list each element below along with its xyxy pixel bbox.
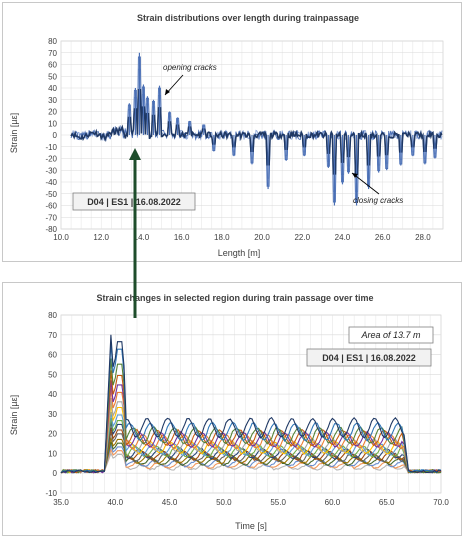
top-series-line xyxy=(70,89,443,175)
top-x-tick-label: 14.0 xyxy=(134,233,150,242)
bottom-y-tick-label: 10 xyxy=(48,449,57,458)
bottom-y-tick-label: 0 xyxy=(53,469,58,478)
bottom-chart-panel: Strain changes in selected region during… xyxy=(2,282,462,536)
bottom-x-tick-label: 45.0 xyxy=(162,498,178,507)
top-y-tick-label: 0 xyxy=(53,131,58,140)
top-x-tick-label: 20.0 xyxy=(254,233,270,242)
top-y-axis-label: Strain [µε] xyxy=(9,113,19,153)
top-x-tick-label: 18.0 xyxy=(214,233,230,242)
top-label-box-text: D04 | ES1 | 16.08.2022 xyxy=(87,197,181,207)
top-y-tick-label: -20 xyxy=(45,155,57,164)
bottom-x-axis-label: Time [s] xyxy=(235,521,267,531)
top-x-tick-label: 26.0 xyxy=(375,233,391,242)
strain-time-chart: Strain changes in selected region during… xyxy=(9,293,449,531)
bottom-y-tick-label: 60 xyxy=(48,351,57,360)
bottom-y-tick-label: -10 xyxy=(45,489,57,498)
top-y-tick-label: -40 xyxy=(45,178,57,187)
top-y-tick-label: -70 xyxy=(45,213,57,222)
bottom-label-box-text: D04 | ES1 | 16.08.2022 xyxy=(322,353,416,363)
opening-cracks-annotation: opening cracks xyxy=(163,63,217,72)
bottom-x-tick-label: 50.0 xyxy=(216,498,232,507)
bottom-x-tick-label: 40.0 xyxy=(107,498,123,507)
bottom-x-tick-label: 70.0 xyxy=(433,498,449,507)
top-y-tick-label: 20 xyxy=(48,108,57,117)
top-x-axis-label: Length [m] xyxy=(218,248,261,258)
bottom-x-tick-label: 35.0 xyxy=(53,498,69,507)
bottom-x-tick-label: 65.0 xyxy=(379,498,395,507)
top-y-tick-label: 30 xyxy=(48,96,57,105)
top-x-tick-label: 24.0 xyxy=(335,233,351,242)
top-y-tick-label: 70 xyxy=(48,49,57,58)
top-x-tick-label: 10.0 xyxy=(53,233,69,242)
top-x-tick-label: 28.0 xyxy=(415,233,431,242)
strain-length-chart: Strain distributions over length during … xyxy=(9,13,444,258)
bottom-y-axis-label: Strain [µε] xyxy=(9,395,19,435)
top-chart-panel: Strain distributions over length during … xyxy=(2,2,462,262)
bottom-y-tick-label: 40 xyxy=(48,390,57,399)
top-y-tick-label: 60 xyxy=(48,61,57,70)
area-annotation: Area of 13.7 m xyxy=(360,330,421,340)
top-y-tick-label: 80 xyxy=(48,37,57,46)
bottom-y-tick-label: 30 xyxy=(48,410,57,419)
bottom-y-tick-label: 20 xyxy=(48,430,57,439)
top-y-tick-label: -30 xyxy=(45,166,57,175)
top-y-tick-label: -50 xyxy=(45,190,57,199)
bottom-y-tick-label: 70 xyxy=(48,331,57,340)
area-box xyxy=(348,326,434,344)
bottom-x-tick-label: 55.0 xyxy=(270,498,286,507)
top-y-tick-label: 10 xyxy=(48,119,57,128)
top-x-tick-label: 22.0 xyxy=(294,233,310,242)
top-y-tick-label: 40 xyxy=(48,84,57,93)
closing-arrowhead-icon xyxy=(352,173,358,178)
closing-cracks-arrow xyxy=(351,172,380,195)
bottom-series-line xyxy=(60,443,442,474)
closing-cracks-annotation: closing cracks xyxy=(353,196,403,205)
bottom-x-tick-label: 60.0 xyxy=(325,498,341,507)
top-y-tick-label: -10 xyxy=(45,143,57,152)
bottom-chart-title: Strain changes in selected region during… xyxy=(96,293,373,303)
bottom-y-tick-label: 80 xyxy=(48,311,57,320)
bottom-y-tick-label: 50 xyxy=(48,370,57,379)
top-y-tick-label: -80 xyxy=(45,225,57,234)
top-chart-title: Strain distributions over length during … xyxy=(137,13,359,23)
bottom-series-line xyxy=(60,334,442,474)
top-x-tick-label: 12.0 xyxy=(93,233,109,242)
bottom-label-box xyxy=(306,348,432,367)
top-y-tick-label: 50 xyxy=(48,72,57,81)
top-x-tick-label: 16.0 xyxy=(174,233,190,242)
opening-arrowhead-icon xyxy=(165,89,170,95)
top-y-tick-label: -60 xyxy=(45,202,57,211)
